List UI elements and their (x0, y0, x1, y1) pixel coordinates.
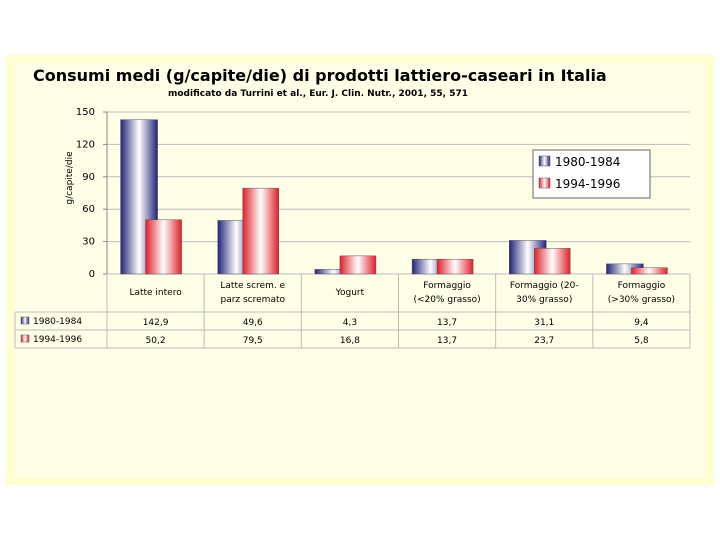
y-tick-label: 150 (76, 107, 95, 118)
data-label: 31,1 (534, 318, 554, 328)
x-tick-label: Yogurt (335, 288, 365, 298)
chart-subtitle: modificato da Turrini et al., Eur. J. Cl… (168, 89, 468, 99)
bar (534, 248, 571, 275)
data-label: 9,4 (634, 318, 649, 328)
data-label: 13,7 (437, 336, 457, 346)
legend-swatch (20, 316, 30, 325)
legend-label: 1994-1996 (33, 335, 82, 345)
y-tick-label: 0 (89, 269, 95, 280)
data-label: 50,2 (146, 336, 166, 346)
bar (339, 255, 377, 275)
y-tick-label: 60 (82, 204, 95, 215)
data-label: 13,7 (437, 318, 457, 328)
legend-label: 1980-1984 (33, 317, 82, 327)
x-tick-label: Formaggio (<20% grasso) (413, 281, 480, 305)
y-tick-label: 30 (82, 237, 95, 248)
legend-label: 1994-1996 (555, 177, 620, 191)
y-tick-label: 90 (82, 172, 95, 183)
x-tick-label: Latte screm. e parz scremato (220, 281, 285, 305)
data-label: 142,9 (143, 318, 169, 328)
data-label: 16,8 (340, 336, 360, 346)
legend-swatch (538, 155, 551, 167)
x-tick-label: Latte intero (129, 288, 182, 298)
y-axis-label: g/capite/die (65, 151, 75, 205)
data-label: 4,3 (343, 318, 357, 328)
legend-swatch (20, 334, 30, 343)
legend-label: 1980-1984 (555, 155, 620, 169)
x-tick-label: Formaggio (20-30% grasso) (510, 281, 579, 305)
data-label: 49,6 (243, 318, 263, 328)
bar (436, 258, 474, 275)
data-label: 5,8 (634, 336, 649, 346)
data-label: 79,5 (243, 336, 263, 346)
y-tick-label: 120 (76, 139, 95, 150)
legend-box (532, 149, 651, 199)
data-label: 23,7 (534, 336, 554, 346)
bar (145, 219, 182, 275)
chart-title: Consumi medi (g/capite/die) di prodotti … (33, 66, 607, 85)
x-tick-label: Formaggio (>30% grasso) (608, 281, 675, 305)
bar (242, 187, 279, 275)
legend-swatch (538, 177, 551, 189)
bar (631, 267, 668, 275)
